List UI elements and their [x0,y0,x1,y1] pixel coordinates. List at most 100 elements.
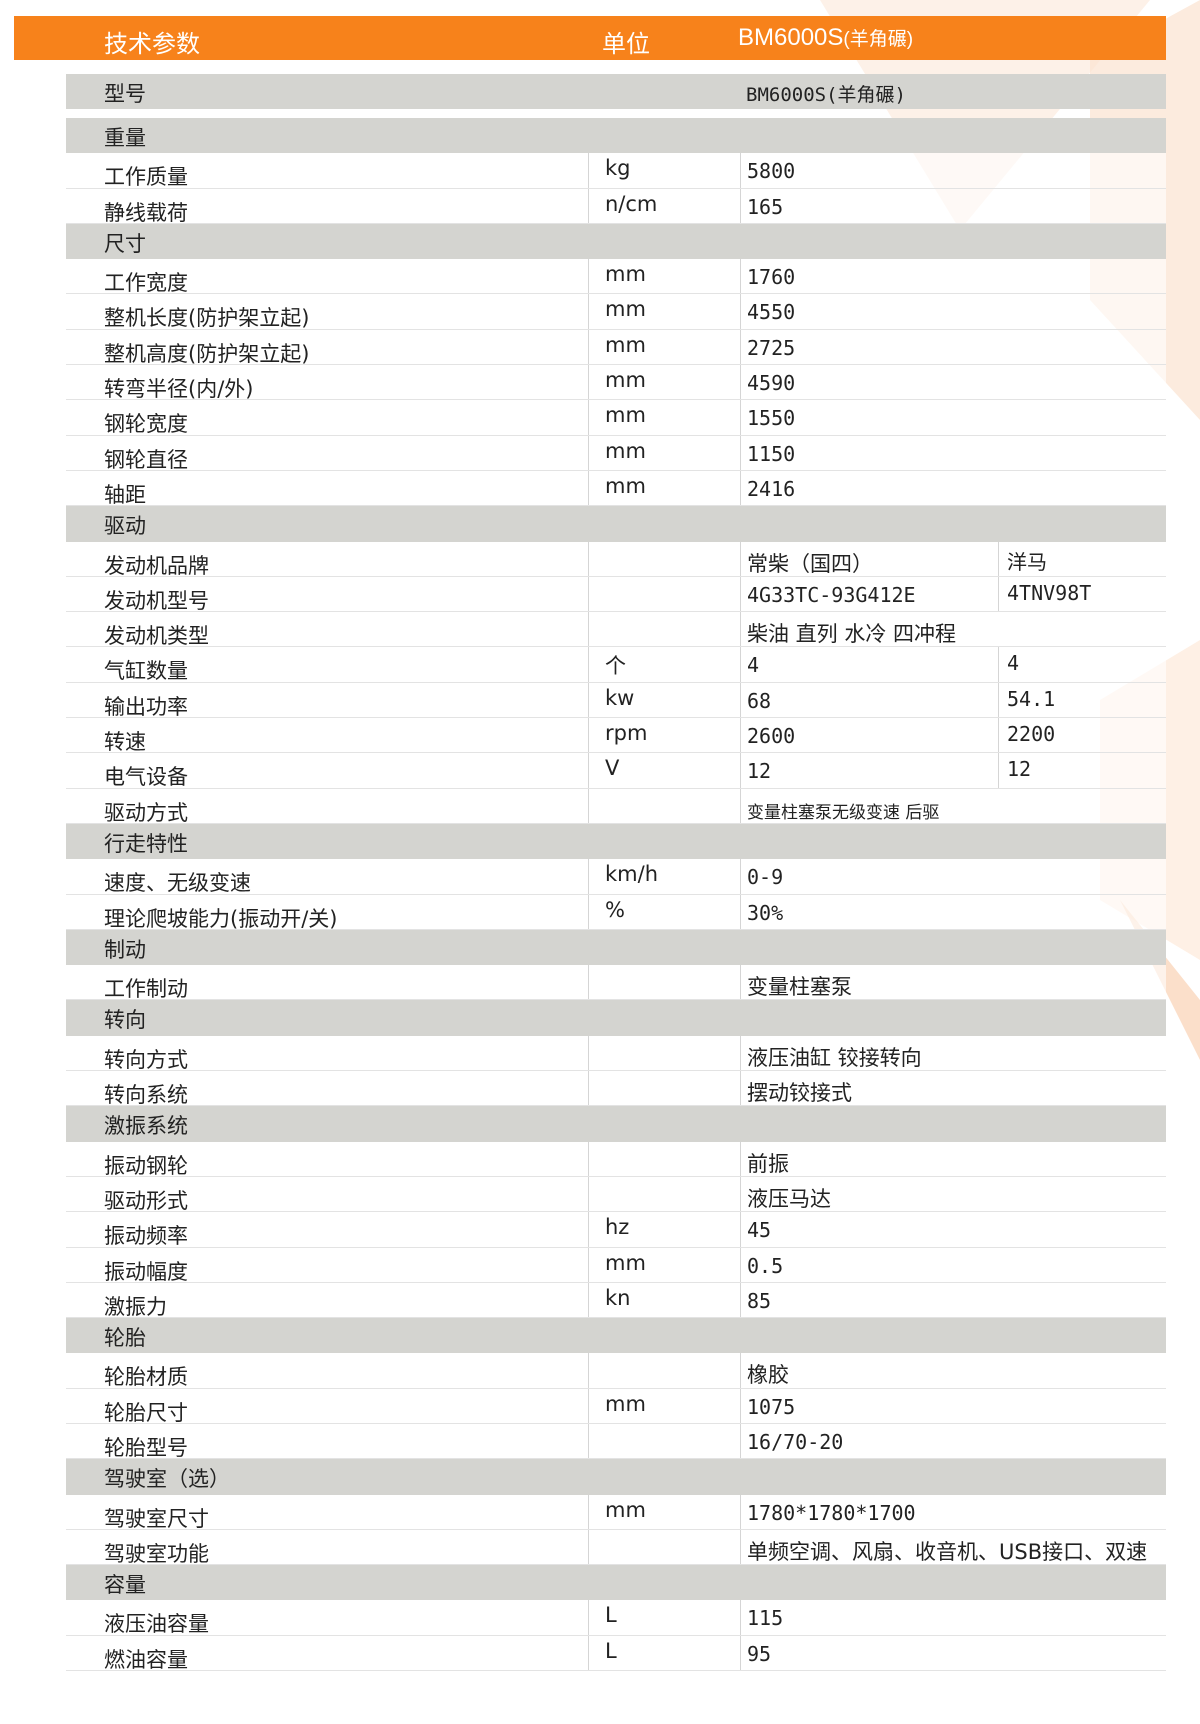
section-header: 尺寸 [66,223,1166,260]
section-header: 驱动 [66,506,1166,542]
spec-label: 发动机型号 [104,588,209,613]
table-header-bar: 技术参数 单位 BM6000S(羊角碾) [14,16,1166,60]
spec-row: 转向方式 液压油缸 铰接转向 [66,1035,1166,1072]
section-title: 轮胎 [104,1326,146,1351]
spec-label: 气缸数量 [104,659,188,684]
spec-label: 整机长度(防护架立起) [104,306,310,331]
spec-unit: km/h [588,859,740,894]
spec-unit: 个 [588,647,740,682]
spec-value: 12 [740,753,998,788]
spec-unit [588,788,740,823]
model-value: BM6000S(羊角碾) [746,84,906,106]
section-header: 容量 [66,1565,1166,1601]
spec-value: 1550 [740,400,1166,435]
spec-label: 转速 [104,730,146,755]
spec-value-alt: 4 [998,647,1166,682]
spec-unit [588,576,740,612]
section-header: 轮胎 [66,1318,1166,1354]
spec-value: 85 [740,1282,1166,1318]
spec-value-alt: 4TNV98T [998,576,1166,612]
spec-row: 振动频率 hz 45 [66,1212,1166,1248]
spec-unit [588,1176,740,1212]
spec-row: 整机长度(防护架立起) mm 4550 [66,294,1166,331]
spec-unit: V [588,753,740,788]
spec-value: 0-9 [740,859,1166,894]
spec-unit: mm [588,1494,740,1529]
spec-unit: hz [588,1212,740,1247]
spec-unit: mm [588,435,740,470]
spec-label: 工作制动 [104,977,188,1002]
spec-unit [588,541,740,576]
spec-row: 发动机类型 柴油 直列 水冷 四冲程 [66,612,1166,648]
model-label: 型号 [104,82,146,106]
spec-label: 驾驶室尺寸 [104,1506,209,1531]
spec-value: 2600 [740,718,998,753]
spec-unit [588,965,740,1000]
header-model-note: (羊角碾) [843,29,914,50]
spec-row: 工作质量 kg 5800 [66,153,1166,189]
spec-value: 1780*1780*1700 [740,1494,1166,1529]
spec-unit: n/cm [588,188,740,223]
spec-value: 16/70-20 [740,1423,1166,1459]
spec-value: 30% [740,894,1166,929]
spec-unit: mm [588,365,740,400]
spec-row: 发动机型号 4G33TC-93G412E 4TNV98T [66,576,1166,613]
spec-value: 1075 [740,1388,1166,1423]
spec-unit [588,1353,740,1388]
spec-value: 4590 [740,365,1166,400]
spec-unit: kg [588,153,740,188]
spec-row: 工作宽度 mm 1760 [66,259,1166,295]
spec-value: 1760 [740,259,1166,294]
spec-row: 理论爬坡能力(振动开/关)% 30% [66,894,1166,931]
spec-label: 转向系统 [104,1083,188,1108]
spec-row: 燃油容量 L 95 [66,1635,1166,1672]
spec-row: 电气设备 V 12 12 [66,753,1166,789]
section-title: 容量 [104,1573,146,1598]
spec-label: 发动机品牌 [104,553,209,578]
spec-value: 4 [740,647,998,682]
spec-value: 68 [740,682,998,718]
spec-unit [588,1423,740,1459]
spec-unit: kw [588,682,740,718]
spec-unit: mm [588,400,740,435]
section-title: 驱动 [104,514,146,539]
spec-value: 4550 [740,294,1166,329]
spec-value: 前振 [740,1141,1166,1176]
spec-unit [588,1529,740,1565]
spec-value: 165 [740,188,1166,223]
spec-label: 静线载荷 [104,200,188,225]
spec-value: 0.5 [740,1247,1166,1282]
spec-value: 45 [740,1212,1166,1247]
spec-label: 轴距 [104,482,146,507]
spec-value: 1150 [740,435,1166,470]
spec-unit: L [588,1600,740,1635]
spec-label: 理论爬坡能力(振动开/关) [104,906,338,931]
section-header: 转向 [66,1000,1166,1036]
spec-row: 驾驶室尺寸 mm 1780*1780*1700 [66,1494,1166,1531]
spec-row: 驱动形式 液压马达 [66,1176,1166,1213]
spec-label: 驱动方式 [104,800,188,825]
spec-unit: mm [588,329,740,365]
section-title: 转向 [104,1008,146,1033]
spec-value: 液压马达 [740,1176,1166,1212]
spec-row: 驱动方式 变量柱塞泵无级变速 后驱 [66,788,1166,825]
spec-row: 液压油容量 L 115 [66,1600,1166,1636]
spec-row: 工作制动 变量柱塞泵 [66,965,1166,1002]
spec-label: 轮胎型号 [104,1435,188,1460]
section-header: 驾驶室（选） [66,1459,1166,1495]
spec-unit: L [588,1635,740,1671]
spec-label: 振动钢轮 [104,1153,188,1178]
spec-row: 钢轮宽度 mm 1550 [66,400,1166,436]
spec-row: 转弯半径(内/外) mm 4590 [66,365,1166,401]
section-header: 制动 [66,929,1166,966]
spec-value: 变量柱塞泵无级变速 后驱 [740,788,1166,823]
spec-value-alt: 2200 [998,718,1166,753]
spec-value: 摆动铰接式 [740,1071,1166,1106]
spec-value: 95 [740,1635,1166,1671]
spec-row: 轮胎材质 橡胶 [66,1353,1166,1389]
spec-label: 驾驶室功能 [104,1541,209,1566]
section-title: 制动 [104,937,146,962]
spec-value: 常柴（国四） [740,541,998,576]
spec-label: 轮胎尺寸 [104,1400,188,1425]
model-row: 型号 BM6000S(羊角碾) [66,74,1166,109]
